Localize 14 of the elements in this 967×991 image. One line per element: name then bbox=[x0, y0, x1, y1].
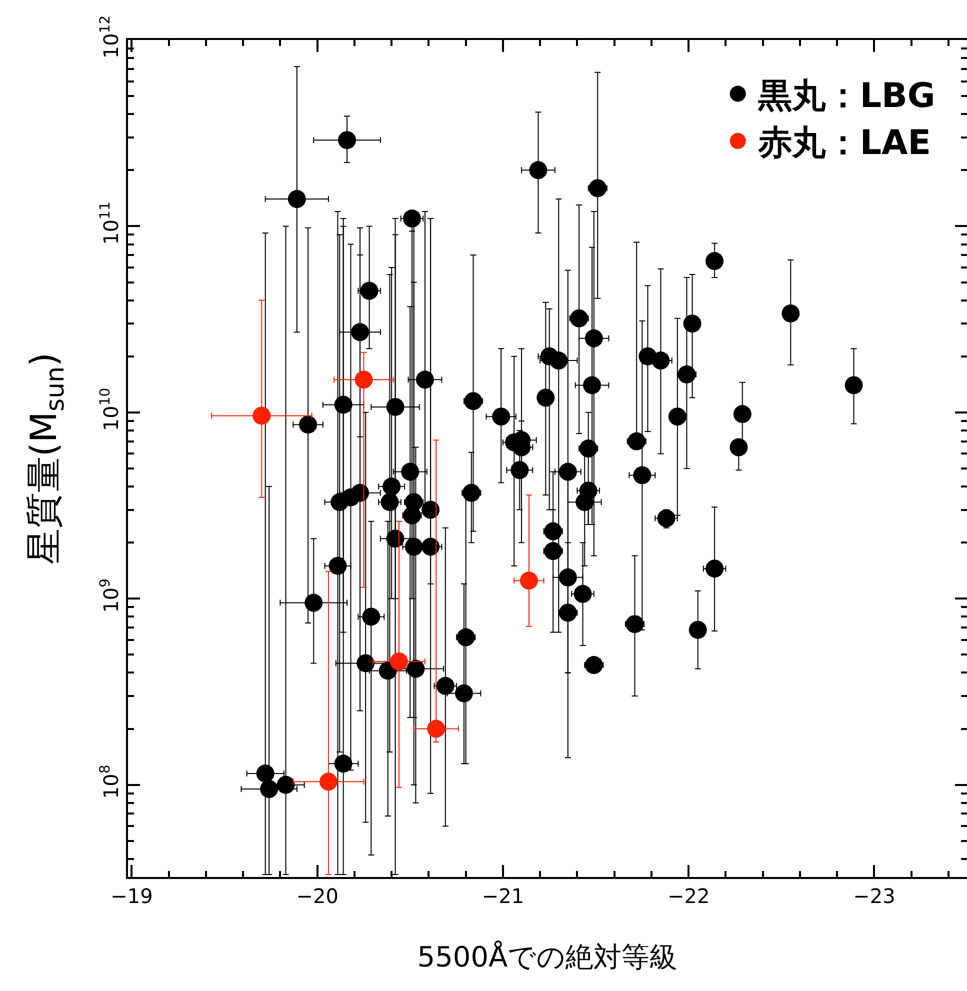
point bbox=[252, 406, 271, 425]
point bbox=[390, 652, 408, 670]
x-tick-label: −21 bbox=[482, 884, 524, 908]
x-tick-label: −20 bbox=[296, 884, 338, 908]
x-tick-label: −19 bbox=[110, 884, 153, 908]
point bbox=[319, 772, 338, 791]
legend-label: 赤丸：LAE bbox=[756, 123, 932, 164]
point bbox=[520, 572, 538, 590]
x-axis-title: 5500Åでの絶対等級 bbox=[417, 940, 678, 974]
point bbox=[354, 370, 373, 389]
x-tick-label: −22 bbox=[667, 884, 710, 908]
point bbox=[427, 720, 446, 738]
x-tick-label: −23 bbox=[853, 884, 896, 908]
legend-label: 黒丸：LBG bbox=[756, 76, 936, 116]
